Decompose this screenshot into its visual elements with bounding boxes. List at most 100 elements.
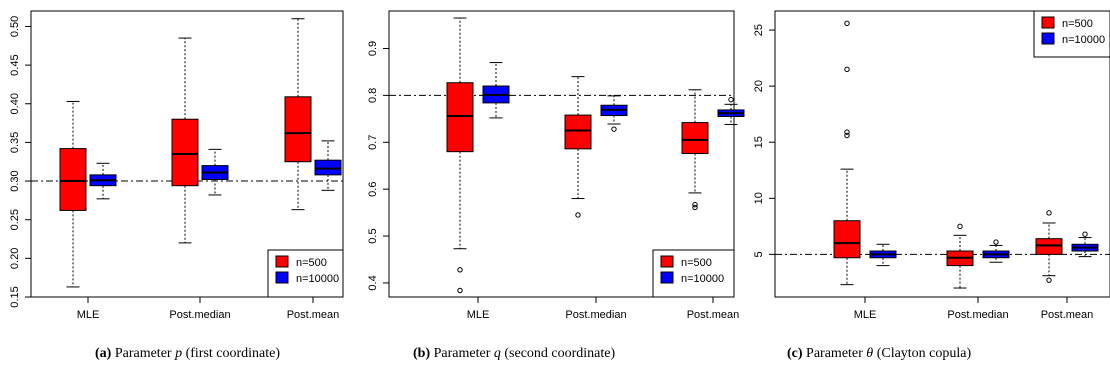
- box-body: [284, 96, 312, 163]
- box-body: [833, 220, 861, 259]
- box-n10000: [600, 95, 628, 132]
- box-n10000: [482, 62, 510, 119]
- caption-b: (b) Parameter q (second coordinate): [413, 346, 615, 362]
- box-body: [681, 122, 709, 155]
- caption-a-tag: (a): [95, 346, 112, 361]
- caption-a: (a) Parameter p (first coordinate): [95, 346, 280, 362]
- box-body: [1035, 238, 1063, 255]
- caption-b-symbol: q: [493, 346, 501, 361]
- box-n10000: [1071, 231, 1099, 258]
- x-tick-label: Post.mean: [1041, 309, 1094, 321]
- box-n500: [446, 17, 474, 294]
- box-n10000: [314, 140, 342, 191]
- legend: n=500 n=10000: [652, 249, 735, 298]
- caption-c: (c) Parameter θ (Clayton copula): [787, 346, 971, 362]
- box-n10000: [982, 239, 1010, 263]
- y-tick-label: 0.20: [9, 248, 21, 269]
- x-tick-label: Post.median: [169, 309, 230, 321]
- y-tick-label: 0.4: [367, 275, 379, 290]
- caption-b-suffix: (second coordinate): [500, 346, 616, 361]
- legend-label: n=500: [296, 257, 327, 269]
- box-n10000: [869, 243, 897, 267]
- outlier-point: [844, 66, 850, 73]
- y-tick-label: 0.30: [9, 170, 21, 191]
- box-body: [446, 82, 474, 153]
- y-tick-label: 0.9: [367, 41, 379, 56]
- panel-1: 0.15 0.20 0.25 0.30 0.35 0.40 0.45 0.50 MLE Post.…: [9, 10, 344, 321]
- legend: n=500 n=10000: [267, 249, 344, 298]
- x-tick-label: Post.mean: [287, 309, 340, 321]
- outlier-point: [844, 129, 850, 135]
- outlier-point: [993, 239, 999, 245]
- outlier-point: [1046, 277, 1052, 283]
- legend-swatch: [1041, 16, 1055, 29]
- y-tick-label: 0.45: [9, 54, 21, 75]
- box-n10000: [89, 162, 117, 200]
- x-tick-label: MLE: [854, 309, 877, 321]
- plot-frame: [30, 10, 344, 298]
- box-n500: [1035, 210, 1063, 283]
- box-n500: [946, 223, 974, 289]
- outlier-point: [457, 287, 463, 294]
- y-tick-label: 15: [753, 136, 765, 148]
- outlier-point: [692, 204, 698, 211]
- outlier-point: [457, 267, 463, 273]
- plot-frame: [388, 10, 735, 298]
- box-n500: [681, 89, 709, 211]
- legend-label: n=10000: [1062, 34, 1105, 46]
- box-n10000: [717, 96, 745, 125]
- outlier-point: [1046, 210, 1052, 216]
- y-tick-label: 20: [753, 80, 765, 92]
- y-tick-label: 0.35: [9, 132, 21, 153]
- caption-b-prefix: Parameter: [433, 346, 494, 361]
- outlier-point: [844, 132, 850, 139]
- box-n500: [171, 37, 199, 244]
- box-n500: [564, 76, 592, 218]
- x-tick-label: MLE: [77, 309, 100, 321]
- y-tick-label: 0.7: [367, 135, 379, 150]
- legend: n=500 n=10000: [1033, 10, 1110, 58]
- y-tick-label: 0.50: [9, 16, 21, 37]
- box-n10000: [201, 148, 229, 196]
- y-tick-label: 0.5: [367, 228, 379, 243]
- outlier-point: [844, 20, 850, 27]
- legend-label: n=10000: [681, 273, 724, 285]
- y-tick-label: 0.6: [367, 182, 379, 197]
- caption-c-suffix: (Clayton copula): [873, 346, 972, 361]
- box-body: [171, 118, 199, 187]
- caption-c-prefix: Parameter: [806, 346, 867, 361]
- caption-a-symbol: p: [175, 346, 183, 361]
- y-tick-label: 0.15: [9, 286, 21, 307]
- caption-c-tag: (c): [787, 346, 803, 361]
- legend-swatch: [1041, 32, 1055, 45]
- box-n500: [833, 20, 861, 286]
- box-body: [314, 159, 342, 176]
- outlier-point: [728, 96, 734, 103]
- legend-label: n=500: [1062, 18, 1093, 30]
- y-tick-label: 0.40: [9, 93, 21, 114]
- outlier-point: [575, 212, 581, 218]
- figure: 0.15 0.20 0.25 0.30 0.35 0.40 0.45 0.50 MLE Post.…: [9, 10, 1110, 321]
- x-tick-label: Post.median: [565, 309, 626, 321]
- legend-label: n=10000: [296, 273, 339, 285]
- plot-frame: [774, 10, 1110, 298]
- caption-a-suffix: (first coordinate): [182, 346, 281, 361]
- caption-a-prefix: Parameter: [114, 346, 176, 361]
- legend-swatch: [275, 255, 289, 268]
- y-tick-label: 0.25: [9, 209, 21, 230]
- outlier-point: [957, 223, 963, 230]
- panel-2: 0.4 0.5 0.6 0.7 0.8 0.9 MLE Post.median Post.mea…: [367, 10, 745, 321]
- box-body: [564, 114, 592, 150]
- y-tick-label: 10: [753, 192, 765, 204]
- caption-b-tag: (b): [413, 346, 431, 361]
- y-tick-label: 25: [753, 24, 765, 36]
- outlier-point: [1082, 231, 1088, 237]
- outlier-point: [611, 126, 617, 132]
- box-n500: [59, 100, 87, 288]
- panel-3: 5 10 15 20 25 MLE Post.median Post.mean n=500 n=1…: [753, 10, 1110, 321]
- x-tick-label: MLE: [467, 309, 490, 321]
- x-tick-label: Post.mean: [687, 309, 740, 321]
- x-tick-label: Post.median: [947, 309, 1008, 321]
- outlier-point: [692, 201, 698, 208]
- legend-label: n=500: [681, 257, 712, 269]
